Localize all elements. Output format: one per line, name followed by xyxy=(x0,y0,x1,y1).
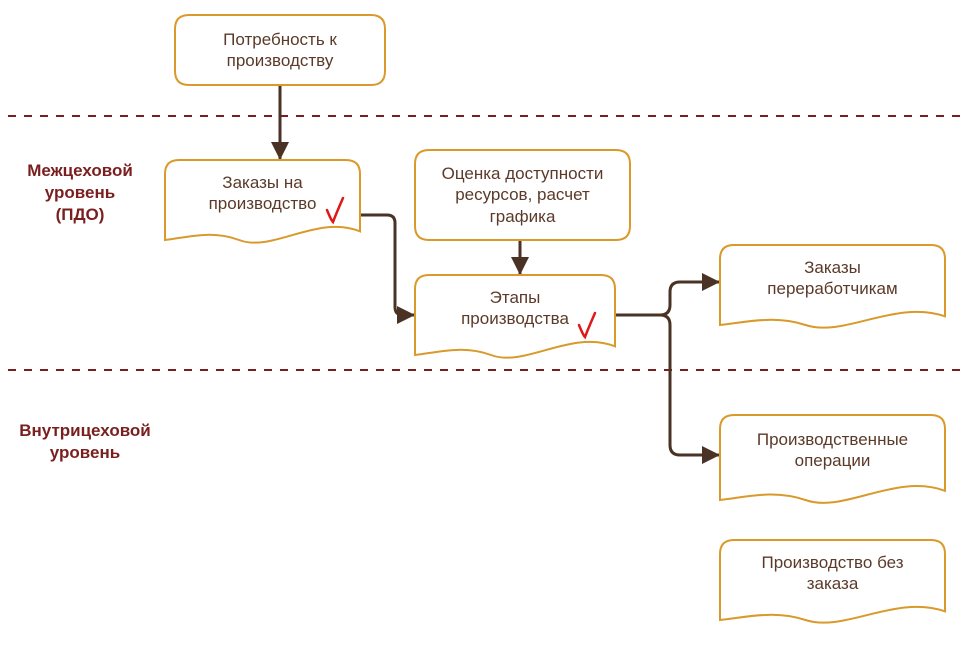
node-label-need: Потребность к производству xyxy=(175,29,385,72)
level-label-lvl2: Внутрицеховой уровень xyxy=(10,420,160,464)
edge-stages-ops xyxy=(615,315,720,455)
node-label-orders: Заказы на производство xyxy=(165,172,360,215)
node-label-reproc: Заказы переработчикам xyxy=(720,257,945,300)
node-label-assess: Оценка доступности ресурсов, расчет граф… xyxy=(415,163,630,227)
node-label-noorder: Производство без заказа xyxy=(720,552,945,595)
edge-stages-reproc xyxy=(615,282,720,315)
level-label-lvl1: Межцеховой уровень (ПДО) xyxy=(10,160,150,226)
node-label-ops: Производственные операции xyxy=(720,429,945,472)
edge-orders-stages xyxy=(360,215,415,315)
node-label-stages: Этапы производства xyxy=(415,287,615,330)
